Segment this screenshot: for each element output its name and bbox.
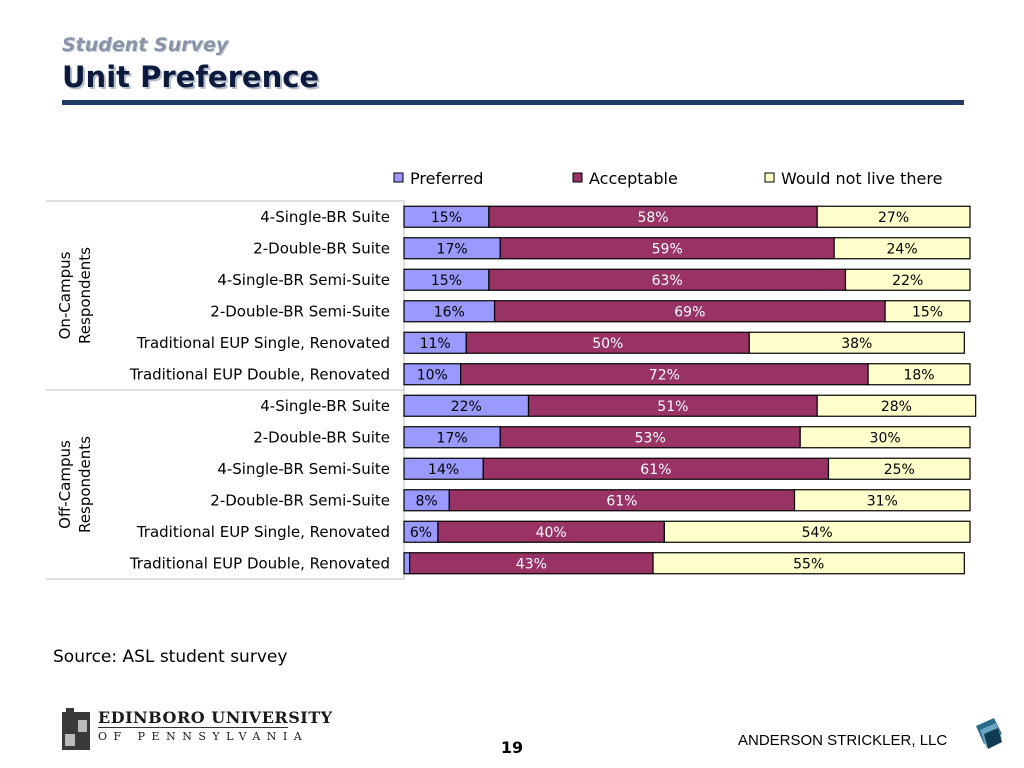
group-label: On-Campus (56, 251, 74, 339)
data-label: 15% (431, 273, 462, 289)
data-label: 53% (635, 430, 666, 446)
group-label: Respondents (76, 247, 94, 344)
page-number: 19 (500, 738, 524, 757)
data-label: 54% (802, 525, 833, 541)
firm-name: ANDERSON STRICKLER, LLC (738, 732, 948, 749)
legend-swatch (764, 172, 775, 183)
bar-segment (748, 331, 965, 354)
category-label: Traditional EUP Single, Renovated (136, 523, 390, 541)
data-label: 31% (867, 493, 898, 509)
data-label: 50% (592, 336, 623, 352)
data-label: 38% (841, 336, 872, 352)
data-label: 8% (416, 493, 438, 509)
category-label: Traditional EUP Double, Renovated (129, 554, 390, 572)
bar-segment (844, 268, 971, 291)
group-label: Off-Campus (56, 440, 74, 529)
data-label: 61% (640, 462, 671, 478)
category-label: 4-Single-BR Semi-Suite (217, 271, 390, 289)
data-label: 25% (884, 462, 915, 478)
data-label: 15% (912, 304, 943, 320)
bar-segment (867, 363, 971, 386)
data-label: 27% (878, 210, 909, 226)
category-label: 2-Double-BR Semi-Suite (210, 302, 390, 320)
data-label: 55% (793, 556, 824, 572)
category-label: 4-Single-BR Suite (260, 208, 390, 226)
stacked-bar-chart: Preferred Acceptable Would not live there O… (46, 169, 977, 580)
category-label: Traditional EUP Single, Renovated (136, 334, 390, 352)
title-underline (62, 100, 964, 105)
data-label: 61% (606, 493, 637, 509)
data-label: 15% (431, 210, 462, 226)
data-label: 24% (887, 241, 918, 257)
data-label: 59% (652, 241, 683, 257)
university-name: EDINBORO UNIVERSITY (98, 708, 333, 727)
legend-label: Acceptable (589, 169, 678, 188)
category-label: 2-Double-BR Semi-Suite (210, 491, 390, 509)
bar-segment (884, 300, 971, 323)
data-label: 28% (881, 399, 912, 415)
data-label: 22% (451, 399, 482, 415)
university-subtitle: OF PENNSYLVANIA (98, 730, 309, 743)
category-label: 4-Single-BR Semi-Suite (217, 460, 390, 478)
category-label: 4-Single-BR Suite (260, 397, 390, 415)
bar-segment (652, 552, 965, 575)
slide-title: Unit Preference (62, 60, 320, 94)
category-label: Traditional EUP Double, Renovated (129, 365, 390, 383)
data-label: 22% (892, 273, 923, 289)
university-seal-logo (62, 708, 90, 750)
data-label: 51% (657, 399, 688, 415)
bar-segment (816, 394, 977, 417)
university-logo-rule (98, 727, 288, 728)
bar-segment (663, 520, 971, 543)
data-label: 10% (417, 367, 448, 383)
bar-segment (793, 489, 971, 512)
data-label: 43% (516, 556, 547, 572)
data-label: 72% (649, 367, 680, 383)
slide-subtitle: Student Survey (62, 34, 229, 56)
bar-segment (799, 426, 971, 449)
data-label: 40% (536, 525, 567, 541)
data-label: 18% (903, 367, 934, 383)
bar-segment (816, 205, 971, 228)
legend-swatch (572, 172, 583, 183)
data-label: 17% (437, 430, 468, 446)
bar-segment (403, 552, 411, 575)
data-label: 14% (428, 462, 459, 478)
legend-label: Would not live there (781, 169, 942, 188)
bar-segment (827, 457, 971, 480)
data-label: 11% (420, 336, 451, 352)
source-note: Source: ASL student survey (53, 647, 288, 667)
data-label: 30% (870, 430, 901, 446)
legend-swatch (393, 172, 404, 183)
data-label: 16% (434, 304, 465, 320)
category-label: 2-Double-BR Suite (253, 428, 390, 446)
firm-logo-icon (976, 718, 1002, 749)
data-label: 63% (652, 273, 683, 289)
category-label: 2-Double-BR Suite (253, 239, 390, 257)
data-label: 17% (437, 241, 468, 257)
data-label: 6% (410, 525, 432, 541)
legend-label: Preferred (410, 169, 483, 188)
group-label: Respondents (76, 436, 94, 533)
bar-segment (833, 237, 971, 260)
data-label: 69% (674, 304, 705, 320)
data-label: 58% (637, 210, 668, 226)
